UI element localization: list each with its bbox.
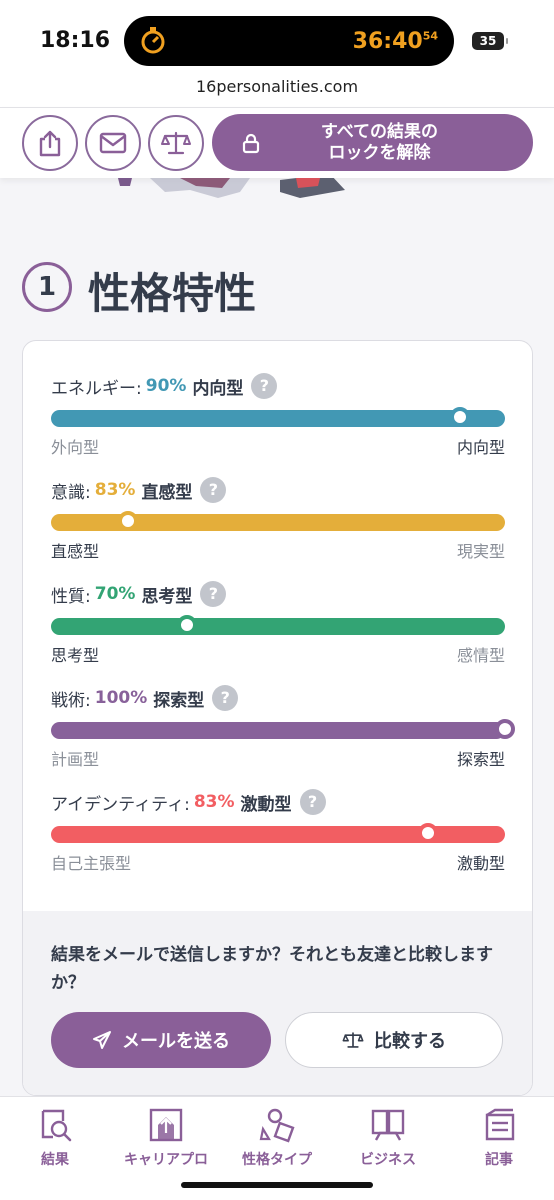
compare-label: 比較する	[374, 1031, 446, 1052]
send-email-button[interactable]: メールを送る	[51, 1012, 271, 1068]
help-icon[interactable]: ?	[200, 581, 227, 607]
nav-business[interactable]: ビジネス	[333, 1107, 443, 1169]
trait-nature: 性質: 70% 思考型? 思考型 感情型	[51, 581, 505, 665]
nav-personality-types[interactable]: 性格タイプ	[222, 1107, 332, 1169]
business-icon	[371, 1109, 405, 1141]
dynamic-island: 36:4054	[124, 16, 454, 66]
traits-card: エネルギー: 90% 内向型? 外向型 内向型 意識: 83% 直感型? 直感型 現実型 性…	[22, 340, 533, 1096]
home-indicator	[181, 1182, 373, 1188]
career-icon	[149, 1108, 183, 1142]
trait-left-pole: 外向型	[51, 438, 100, 457]
trait-percent: 83%	[193, 792, 235, 812]
trait-bar	[51, 511, 505, 531]
timer-readout: 36:4054	[353, 29, 438, 54]
trait-percent: 70%	[94, 584, 136, 604]
battery-icon: 35	[472, 32, 508, 50]
email-button[interactable]	[85, 115, 141, 171]
trait-left-pole: 思考型	[51, 646, 100, 665]
trait-marker	[177, 615, 198, 635]
trait-bar	[51, 719, 515, 739]
trait-type: 激動型	[240, 794, 292, 815]
nav-articles[interactable]: 記事	[444, 1107, 554, 1169]
trait-energy: エネルギー: 90% 内向型? 外向型 内向型	[51, 373, 505, 457]
timer-sub: 54	[422, 29, 438, 43]
trait-right-pole: 内向型	[456, 438, 505, 457]
types-icon	[259, 1108, 295, 1143]
nav-label: 記事	[485, 1152, 513, 1168]
trait-right-pole: 探索型	[456, 750, 505, 769]
trait-type: 直感型	[141, 482, 193, 503]
timer-icon	[141, 27, 165, 54]
trait-label: エネルギー:	[51, 378, 142, 399]
share-icon	[39, 130, 61, 157]
trait-right-pole: 現実型	[456, 542, 505, 561]
trait-label: 戦術:	[51, 690, 91, 711]
trait-label: 性質:	[51, 586, 91, 607]
url-bar[interactable]: 16personalities.com	[0, 74, 554, 108]
trait-right-pole: 激動型	[456, 854, 505, 873]
trait-label: 意識:	[51, 482, 91, 503]
nav-label: 結果	[41, 1152, 69, 1168]
articles-icon	[485, 1108, 515, 1141]
clock: 18:16	[40, 28, 111, 53]
trait-percent: 100%	[94, 688, 148, 708]
unlock-label: すべての結果の ロックを解除	[320, 121, 439, 163]
share-button[interactable]	[22, 115, 78, 171]
page-title: 性格特性	[88, 269, 257, 318]
trait-left-pole: 自己主張型	[51, 854, 132, 873]
share-prompt: 結果をメールで送信しますか？それとも友達と比較しますか？ メールを送る 比較する	[23, 911, 532, 1095]
help-icon[interactable]: ?	[251, 373, 278, 399]
trait-type: 探索型	[153, 690, 205, 711]
trait-left-pole: 計画型	[51, 750, 100, 769]
trait-marker	[495, 719, 515, 739]
results-icon	[41, 1109, 72, 1142]
trait-left-pole: 直感型	[51, 542, 100, 561]
nav-label: ビジネス	[360, 1152, 416, 1168]
trait-bar	[51, 407, 505, 427]
mail-icon	[99, 132, 127, 154]
trait-marker	[118, 511, 139, 531]
nav-results[interactable]: 結果	[0, 1107, 110, 1169]
action-bar: すべての結果の ロックを解除	[0, 108, 554, 178]
help-icon[interactable]: ?	[200, 477, 227, 503]
share-prompt-text: 結果をメールで送信しますか？それとも友達と比較しますか？	[51, 945, 493, 993]
nav-career[interactable]: キャリアプロ	[111, 1107, 221, 1169]
trait-marker	[449, 407, 470, 427]
help-icon[interactable]: ?	[299, 789, 326, 815]
scale-icon	[342, 1032, 364, 1048]
trait-mind: 意識: 83% 直感型? 直感型 現実型	[51, 477, 505, 561]
status-bar: 18:16 36:4054 35	[0, 0, 554, 74]
timer-main: 36:40	[352, 29, 423, 54]
nav-label: 性格タイプ	[242, 1152, 312, 1168]
compare-button[interactable]	[148, 115, 204, 171]
send-icon	[93, 1031, 111, 1049]
lock-icon	[242, 133, 260, 153]
trait-tactics: 戦術: 100% 探索型? 計画型 探索型	[51, 685, 515, 769]
unlock-all-results-button[interactable]: すべての結果の ロックを解除	[212, 114, 533, 171]
trait-type: 内向型	[192, 378, 244, 399]
section-number: 1	[22, 262, 72, 312]
trait-percent: 83%	[94, 480, 136, 500]
help-icon[interactable]: ?	[212, 685, 239, 711]
trait-bar	[51, 615, 505, 635]
scale-icon	[161, 131, 191, 155]
hero-illustration	[118, 178, 345, 198]
trait-identity: アイデンティティ: 83% 激動型? 自己主張型 激動型	[51, 789, 505, 873]
nav-label: キャリアプロ	[124, 1152, 208, 1168]
send-email-label: メールを送る	[122, 1031, 230, 1052]
trait-bar	[51, 823, 505, 843]
trait-percent: 90%	[145, 376, 187, 396]
trait-label: アイデンティティ:	[51, 794, 190, 815]
compare-with-friend-button[interactable]: 比較する	[285, 1012, 503, 1068]
trait-marker	[417, 823, 438, 843]
trait-right-pole: 感情型	[456, 646, 505, 665]
trait-type: 思考型	[141, 586, 193, 607]
